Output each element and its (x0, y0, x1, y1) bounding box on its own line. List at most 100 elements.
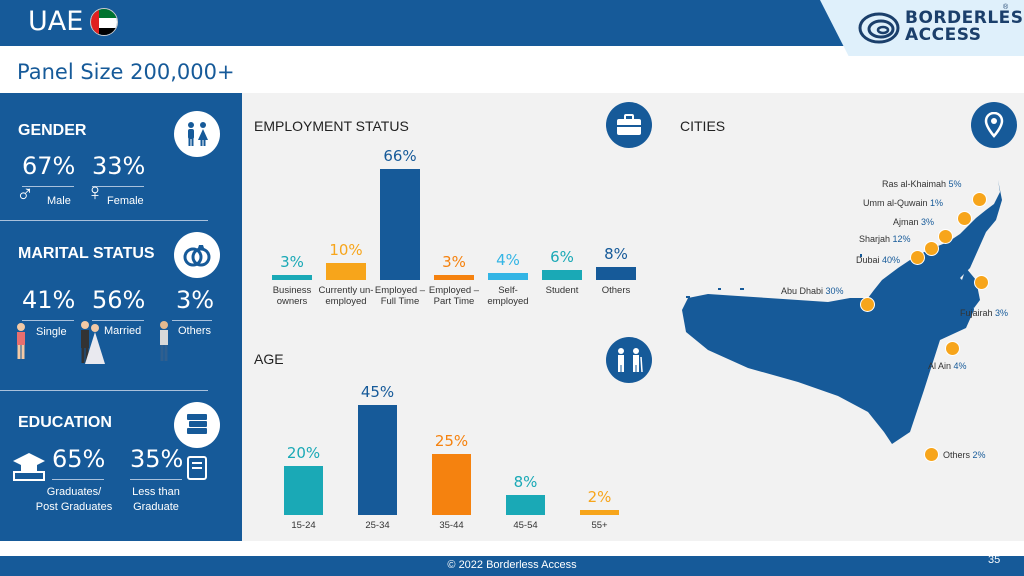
single-person-icon (14, 322, 28, 367)
city-dot-dubai (910, 250, 925, 265)
employment-value-label: 8% (604, 244, 628, 263)
age-value-label: 45% (360, 382, 395, 401)
female-label: Female (107, 195, 144, 207)
books-icon (174, 402, 220, 448)
city-label-dubai: Dubai 40% (856, 255, 901, 265)
employment-category-label: Employed – Part Time (428, 285, 480, 307)
city-dot-umm-al-quwain (957, 211, 972, 226)
city-dot-al-ain (945, 341, 960, 356)
employment-category-label: Business owners (272, 285, 312, 307)
age-chart-title: AGE (254, 351, 284, 367)
less-underline (130, 479, 182, 480)
female-symbol-icon: ♀ (86, 179, 104, 206)
employment-bar (488, 273, 528, 280)
employment-value-label: 3% (442, 252, 466, 271)
book-icon (186, 455, 208, 486)
others-marital-percent: 3% (176, 286, 215, 314)
age-category-label: 25-34 (365, 520, 390, 531)
city-dot-ras-al-khaimah (972, 192, 987, 207)
age-value-label: 20% (286, 444, 321, 462)
female-underline (92, 186, 144, 187)
employment-value-label: 10% (329, 241, 363, 260)
others-marital-label: Others (178, 325, 212, 337)
employment-bar (272, 274, 312, 280)
city-label-sharjah: Sharjah 12% (859, 234, 911, 244)
gender-title: GENDER (18, 122, 87, 139)
age-bar (358, 404, 397, 515)
employment-value-label: 4% (496, 251, 520, 270)
employment-bar (380, 169, 420, 280)
page-number: 35 (988, 554, 1001, 566)
rings-icon (174, 232, 220, 278)
employment-chart-title: EMPLOYMENT STATUS (254, 118, 409, 134)
marital-status-title: MARITAL STATUS (18, 245, 155, 262)
employment-bar (542, 269, 582, 280)
brand-name: BORDERLESS ACCESS (905, 8, 1024, 45)
city-dot-others (924, 447, 939, 462)
male-underline (22, 186, 74, 187)
male-symbol-icon: ♂ (16, 181, 34, 208)
employment-category-label: Employed – Full Time (374, 285, 426, 307)
registered-mark: ® (1003, 4, 1009, 11)
city-label-ras-al-khaimah: Ras al-Khaimah 5% (882, 179, 962, 189)
employment-bar (596, 266, 636, 280)
age-bar (506, 495, 545, 515)
employment-category-label: Student (545, 285, 579, 296)
others-underline (172, 320, 212, 321)
cities-title: CITIES (680, 118, 726, 134)
age-category-label: 45-54 (513, 520, 538, 531)
uae-flag-icon (90, 8, 118, 36)
less-than-graduate-percent: 35% (130, 445, 184, 473)
employment-value-label: 6% (550, 247, 574, 266)
demographics-panel: GENDER 67% 33% ♂ ♀ Male Female MARITAL S… (0, 93, 242, 541)
copyright-text: © 2022 Borderless Access (447, 559, 577, 571)
married-percent: 56% (92, 286, 146, 314)
employment-bar (434, 274, 474, 280)
age-category-label: 15-24 (291, 520, 316, 531)
employment-value-label: 3% (280, 252, 304, 271)
graduates-percent: 65% (52, 445, 106, 473)
male-label: Male (47, 195, 71, 207)
education-title: EDUCATION (18, 414, 112, 431)
married-couple-icon (75, 320, 105, 370)
single-label: Single (36, 326, 67, 338)
male-percent: 67% (22, 152, 76, 180)
city-dot-sharjah (924, 241, 939, 256)
panel-size-subtitle: Panel Size 200,000+ (17, 60, 235, 84)
city-label-ajman: Ajman 3% (893, 217, 935, 227)
age-value-label: 25% (434, 431, 469, 450)
page-title: UAE (28, 6, 84, 37)
age-bar (284, 466, 323, 515)
city-dot-ajman (938, 229, 953, 244)
single-percent: 41% (22, 286, 76, 314)
footer-bar: © 2022 Borderless Access 35 (0, 554, 1024, 576)
age-value-label: 8% (513, 473, 538, 492)
employment-value-label: 66% (383, 147, 417, 166)
city-label-others: Others 2% (943, 450, 986, 460)
age-bar (432, 453, 471, 515)
graduates-underline (52, 479, 104, 480)
employment-category-label: Others (601, 285, 631, 296)
city-dot-abu-dhabi (860, 297, 875, 312)
others-person-icon (157, 320, 171, 369)
age-bar (580, 510, 619, 515)
city-label-abu-dhabi: Abu Dhabi 30% (781, 286, 844, 296)
married-label: Married (104, 325, 142, 337)
graduation-cap-icon (11, 449, 47, 486)
section-divider (0, 390, 208, 391)
age-category-label: 55+ (591, 520, 608, 531)
female-percent: 33% (92, 152, 146, 180)
single-underline (22, 320, 74, 321)
brand-logo-icon (857, 6, 901, 55)
city-label-fujairah: Fujairah 3% (960, 308, 1009, 318)
age-category-label: 35-44 (439, 520, 464, 531)
city-label-al-ain: Al Ain 4% (928, 361, 967, 371)
city-dot-fujairah (974, 275, 989, 290)
employment-bar (326, 263, 366, 280)
less-than-graduate-label: Less than Graduate (132, 486, 180, 513)
family-icon (606, 337, 652, 383)
gender-people-icon (174, 111, 220, 157)
uae-map (678, 160, 1018, 455)
briefcase-icon (606, 102, 652, 148)
married-underline (92, 320, 144, 321)
